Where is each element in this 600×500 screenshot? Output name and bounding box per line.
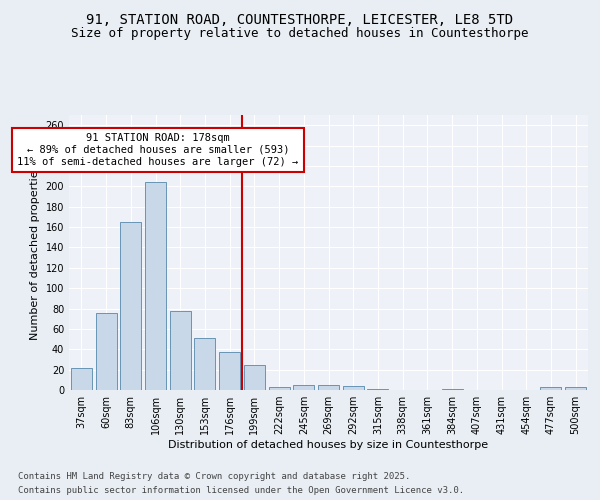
- Bar: [269, 387, 290, 390]
- Bar: [565, 387, 586, 390]
- Text: Contains public sector information licensed under the Open Government Licence v3: Contains public sector information licen…: [18, 486, 464, 495]
- Bar: [442, 389, 463, 390]
- Bar: [219, 352, 240, 390]
- Bar: [293, 385, 314, 390]
- Y-axis label: Number of detached properties: Number of detached properties: [30, 165, 40, 340]
- Text: 91 STATION ROAD: 178sqm
← 89% of detached houses are smaller (593)
11% of semi-d: 91 STATION ROAD: 178sqm ← 89% of detache…: [17, 134, 299, 166]
- Bar: [120, 222, 141, 390]
- Bar: [71, 368, 92, 390]
- Text: 91, STATION ROAD, COUNTESTHORPE, LEICESTER, LE8 5TD: 91, STATION ROAD, COUNTESTHORPE, LEICEST…: [86, 12, 514, 26]
- Text: Contains HM Land Registry data © Crown copyright and database right 2025.: Contains HM Land Registry data © Crown c…: [18, 472, 410, 481]
- Bar: [318, 385, 339, 390]
- Bar: [194, 338, 215, 390]
- Bar: [95, 312, 116, 390]
- Bar: [541, 387, 562, 390]
- X-axis label: Distribution of detached houses by size in Countesthorpe: Distribution of detached houses by size …: [169, 440, 488, 450]
- Bar: [343, 386, 364, 390]
- Bar: [367, 389, 388, 390]
- Bar: [145, 182, 166, 390]
- Text: Size of property relative to detached houses in Countesthorpe: Size of property relative to detached ho…: [71, 28, 529, 40]
- Bar: [244, 364, 265, 390]
- Bar: [170, 310, 191, 390]
